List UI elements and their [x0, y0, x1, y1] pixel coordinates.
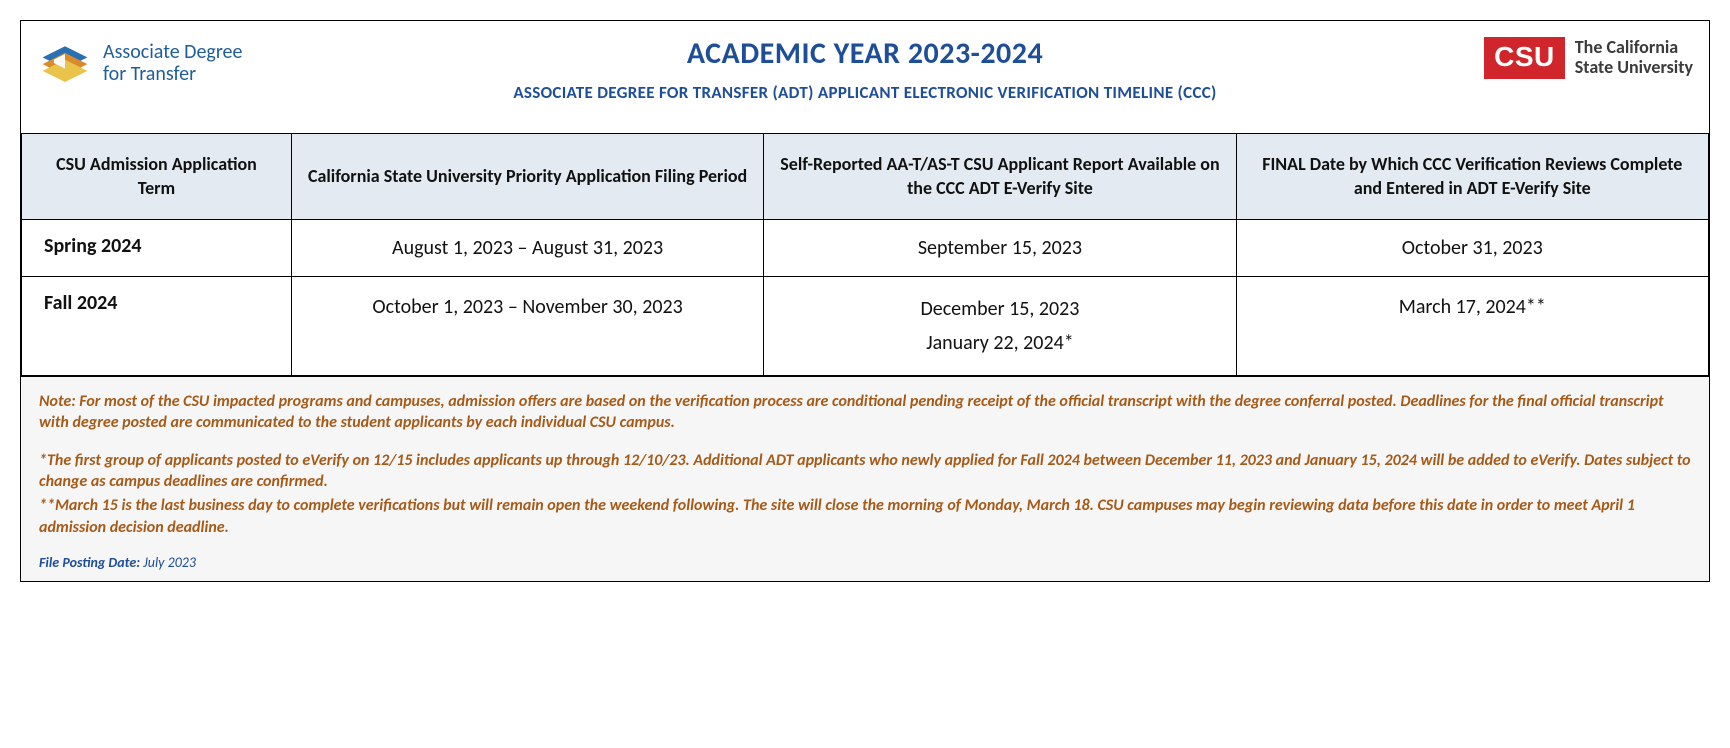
cell-term: Spring 2024: [22, 219, 292, 276]
col-header-report: Self-Reported AA-T/AS-T CSU Applicant Re…: [764, 134, 1236, 220]
cell-report: September 15, 2023: [764, 219, 1236, 276]
col-header-final: FINAL Date by Which CCC Verification Rev…: [1236, 134, 1708, 220]
page-title: ACADEMIC YEAR 2023-2024: [21, 35, 1709, 72]
file-date-label: File Posting Date:: [39, 554, 140, 571]
cell-term: Fall 2024: [22, 276, 292, 375]
table-row: Fall 2024 October 1, 2023 – November 30,…: [22, 276, 1709, 375]
col-header-filing: California State University Priority App…: [291, 134, 763, 220]
document-container: Associate Degree for Transfer ACADEMIC Y…: [20, 20, 1710, 582]
report-date: September 15, 2023: [780, 232, 1219, 264]
cell-filing: August 1, 2023 – August 31, 2023: [291, 219, 763, 276]
table-row: Spring 2024 August 1, 2023 – August 31, …: [22, 219, 1709, 276]
cell-final: March 17, 2024**: [1236, 276, 1708, 375]
col-header-term: CSU Admission Application Term: [22, 134, 292, 220]
report-date: December 15, 2023: [780, 293, 1219, 325]
cell-final: October 31, 2023: [1236, 219, 1708, 276]
notes-region: Note: For most of the CSU impacted progr…: [21, 376, 1709, 582]
note-paragraph: Note: For most of the CSU impacted progr…: [39, 391, 1691, 434]
file-date-value: July 2023: [140, 554, 196, 571]
adt-logo-text-line2: for Transfer: [103, 63, 242, 85]
table-header-row: CSU Admission Application Term Californi…: [22, 134, 1709, 220]
note-paragraph: **March 15 is the last business day to c…: [39, 495, 1691, 538]
file-posting-date: File Posting Date: July 2023: [39, 554, 1691, 571]
page-subtitle: ASSOCIATE DEGREE FOR TRANSFER (ADT) APPL…: [21, 82, 1709, 103]
csu-logo-text-line2: State University: [1575, 58, 1693, 78]
report-date: January 22, 2024*: [780, 327, 1219, 359]
csu-badge-icon: CSU: [1484, 37, 1565, 79]
timeline-table: CSU Admission Application Term Californi…: [21, 133, 1709, 376]
note-paragraph: *The first group of applicants posted to…: [39, 450, 1691, 493]
adt-logo-text-line1: Associate Degree: [103, 41, 242, 63]
header-region: Associate Degree for Transfer ACADEMIC Y…: [21, 21, 1709, 133]
cell-report: December 15, 2023 January 22, 2024*: [764, 276, 1236, 375]
adt-logo: Associate Degree for Transfer: [37, 35, 242, 91]
cell-filing: October 1, 2023 – November 30, 2023: [291, 276, 763, 375]
adt-logo-icon: [37, 35, 93, 91]
csu-logo: CSU The California State University: [1484, 37, 1693, 79]
